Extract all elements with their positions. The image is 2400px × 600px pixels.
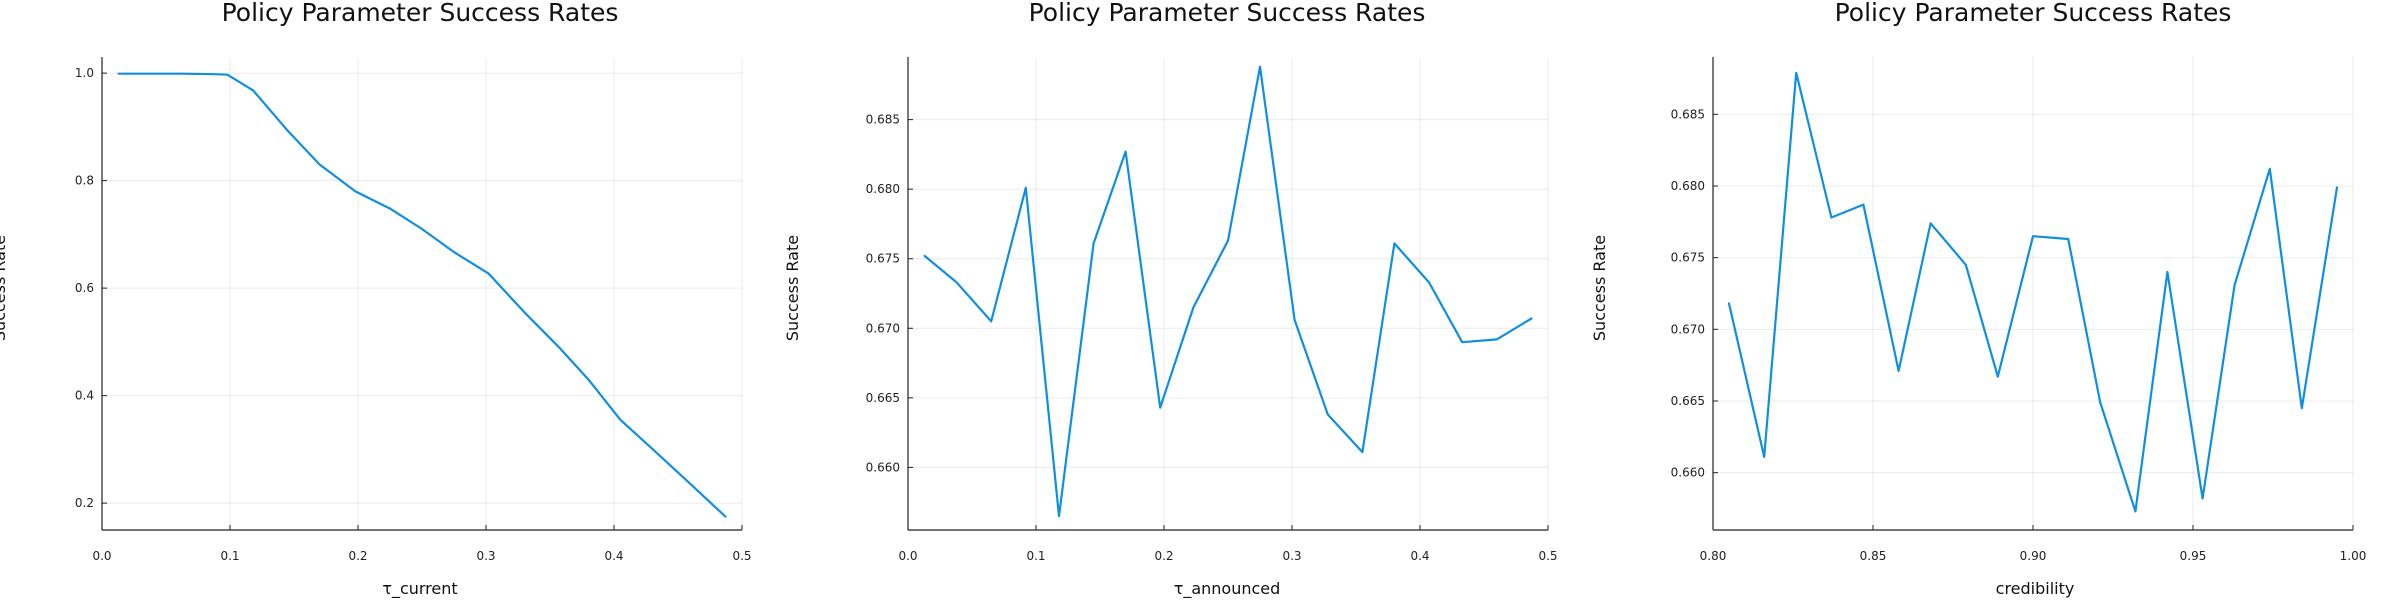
series-line xyxy=(923,65,1533,518)
panel-tau-current: Policy Parameter Success Rates τ_current… xyxy=(0,0,752,599)
x-axis-label: credibility xyxy=(1996,579,2075,598)
y-tick-label: 0.2 xyxy=(75,496,94,510)
x-tick-label: 0.90 xyxy=(2020,549,2047,563)
y-tick-label: 0.660 xyxy=(1671,466,1705,480)
panel-credibility: Policy Parameter Success Rates credibili… xyxy=(1590,0,2366,598)
y-tick-label: 1.0 xyxy=(75,66,94,80)
chart-title: Policy Parameter Success Rates xyxy=(1029,0,1426,27)
y-tick-label: 0.660 xyxy=(866,460,900,474)
y-tick-label: 0.4 xyxy=(75,389,94,403)
y-axis-label: Success Rate xyxy=(0,235,9,341)
x-tick-label: 0.5 xyxy=(1538,549,1557,563)
x-tick-label: 0.2 xyxy=(348,549,367,563)
x-tick-label: 0.1 xyxy=(220,549,239,563)
y-tick-label: 0.670 xyxy=(866,321,900,335)
x-tick-label: 0.95 xyxy=(2180,549,2207,563)
x-tick-label: 0.4 xyxy=(604,549,623,563)
y-axis-label: Success Rate xyxy=(783,235,802,341)
series-line xyxy=(1727,71,2339,513)
chart-title: Policy Parameter Success Rates xyxy=(222,0,619,27)
x-tick-label: 0.1 xyxy=(1026,549,1045,563)
y-tick-label: 0.675 xyxy=(1671,251,1705,265)
y-tick-label: 0.680 xyxy=(866,182,900,196)
series-line xyxy=(117,72,727,518)
x-axis-label: τ_announced xyxy=(1174,579,1281,599)
x-tick-label: 0.5 xyxy=(732,549,751,563)
x-tick-label: 0.85 xyxy=(1860,549,1887,563)
x-tick-label: 0.4 xyxy=(1410,549,1429,563)
chart-title: Policy Parameter Success Rates xyxy=(1835,0,2232,27)
x-tick-label: 0.3 xyxy=(1282,549,1301,563)
y-tick-label: 0.6 xyxy=(75,281,94,295)
x-tick-label: 0.2 xyxy=(1154,549,1173,563)
y-tick-label: 0.670 xyxy=(1671,322,1705,336)
y-tick-label: 0.685 xyxy=(866,113,900,127)
x-tick-label: 0.0 xyxy=(898,549,917,563)
y-tick-label: 0.680 xyxy=(1671,179,1705,193)
y-tick-label: 0.665 xyxy=(1671,394,1705,408)
y-tick-label: 0.8 xyxy=(75,174,94,188)
x-tick-label: 0.0 xyxy=(92,549,111,563)
panel-tau-announced: Policy Parameter Success Rates τ_announc… xyxy=(783,0,1558,599)
x-tick-label: 1.00 xyxy=(2340,549,2367,563)
y-tick-label: 0.685 xyxy=(1671,107,1705,121)
x-axis-label: τ_current xyxy=(382,579,457,599)
y-axis-label: Success Rate xyxy=(1590,235,1609,341)
x-tick-label: 0.3 xyxy=(476,549,495,563)
y-tick-label: 0.675 xyxy=(866,252,900,266)
y-tick-label: 0.665 xyxy=(866,391,900,405)
x-tick-label: 0.80 xyxy=(1700,549,1727,563)
